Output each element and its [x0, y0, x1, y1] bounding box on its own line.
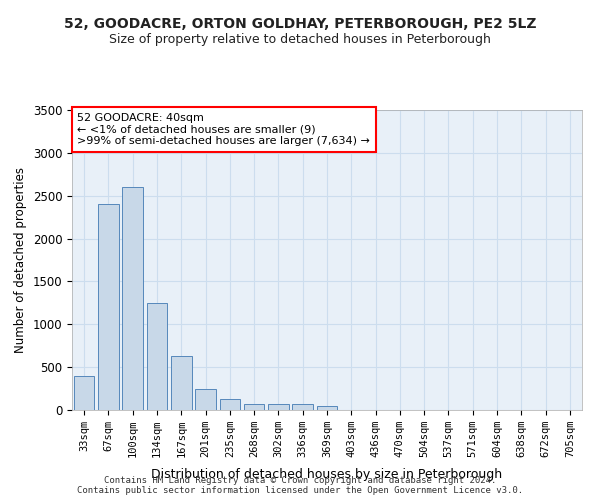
Bar: [171, 356, 191, 410]
Bar: [122, 187, 143, 410]
Bar: [317, 406, 337, 410]
Bar: [244, 404, 265, 410]
Text: 52, GOODACRE, ORTON GOLDHAY, PETERBOROUGH, PE2 5LZ: 52, GOODACRE, ORTON GOLDHAY, PETERBOROUG…: [64, 18, 536, 32]
Bar: [74, 376, 94, 410]
X-axis label: Distribution of detached houses by size in Peterborough: Distribution of detached houses by size …: [151, 468, 503, 481]
Bar: [195, 388, 216, 410]
Text: Contains HM Land Registry data © Crown copyright and database right 2024.
Contai: Contains HM Land Registry data © Crown c…: [77, 476, 523, 495]
Bar: [292, 404, 313, 410]
Bar: [146, 303, 167, 410]
Bar: [268, 404, 289, 410]
Bar: [98, 204, 119, 410]
Bar: [220, 400, 240, 410]
Text: Size of property relative to detached houses in Peterborough: Size of property relative to detached ho…: [109, 32, 491, 46]
Y-axis label: Number of detached properties: Number of detached properties: [14, 167, 27, 353]
Text: 52 GOODACRE: 40sqm
← <1% of detached houses are smaller (9)
>99% of semi-detache: 52 GOODACRE: 40sqm ← <1% of detached hou…: [77, 113, 370, 146]
